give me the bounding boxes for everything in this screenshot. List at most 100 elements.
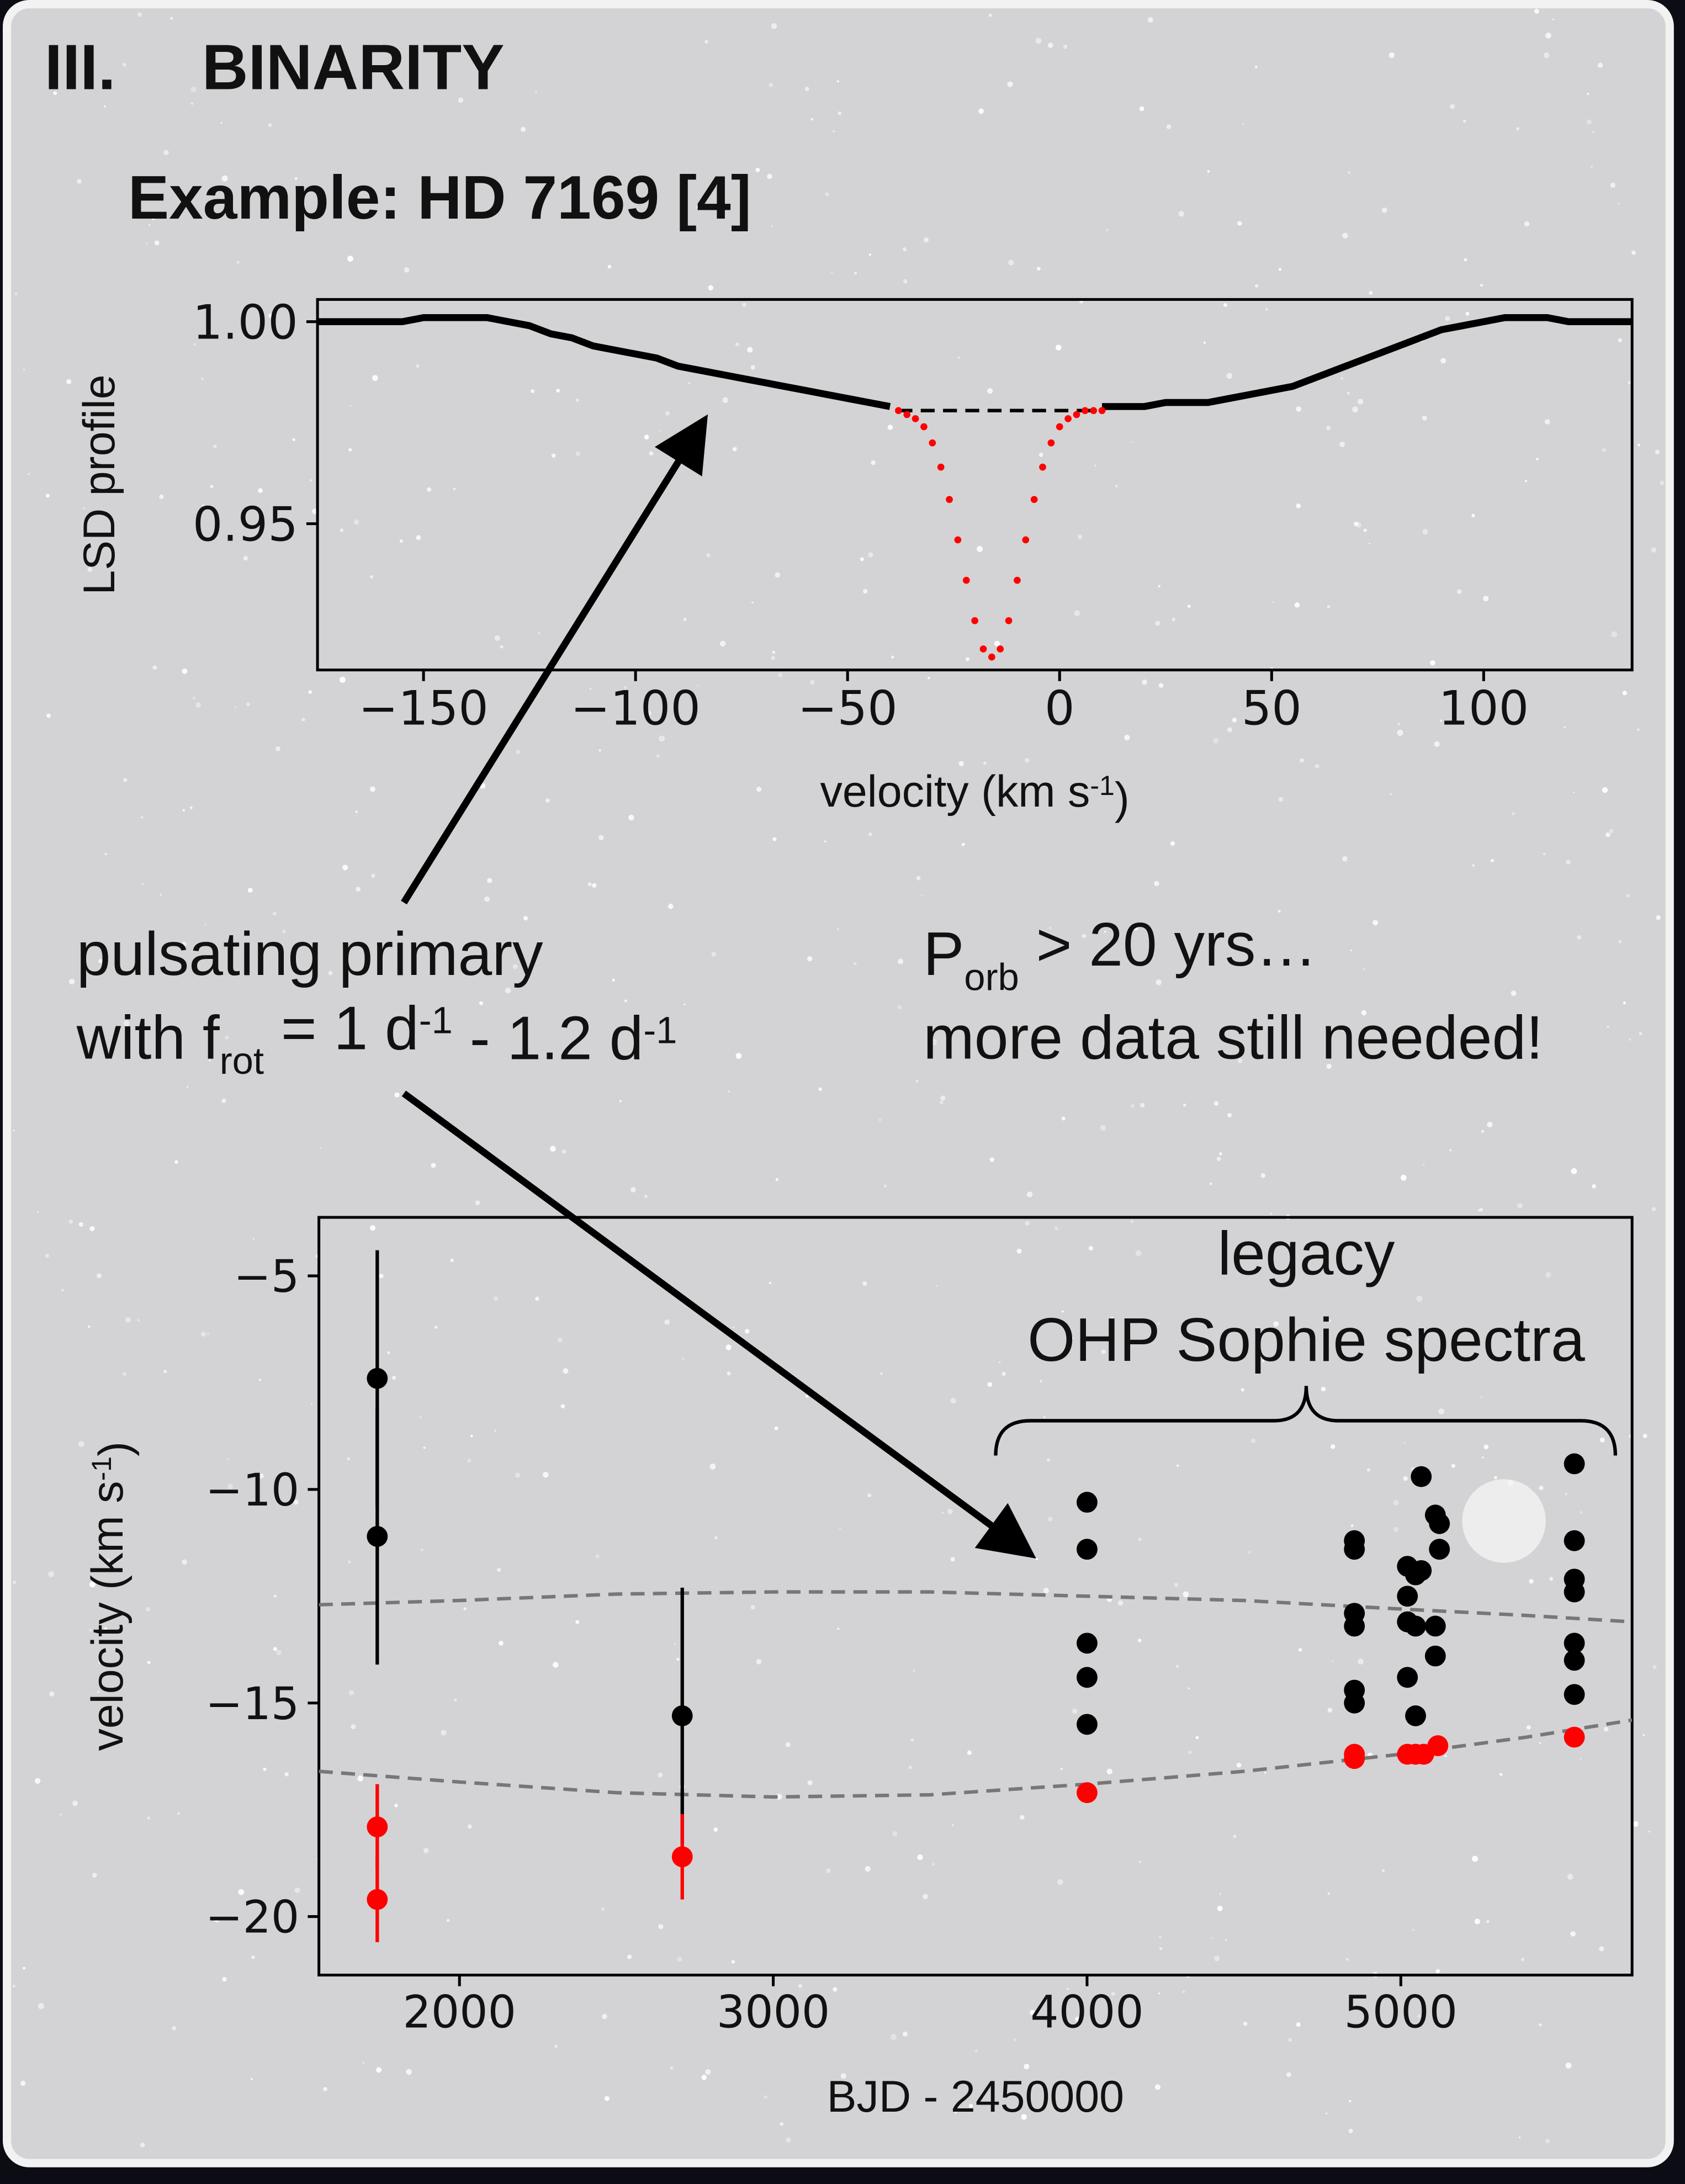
star <box>892 1831 898 1836</box>
star <box>489 2018 492 2022</box>
star <box>1236 1762 1242 1768</box>
star <box>28 473 30 475</box>
star <box>404 267 410 273</box>
text-part: rot <box>220 1040 264 1082</box>
star <box>1435 1969 1440 1974</box>
star <box>236 260 240 264</box>
star <box>201 378 204 380</box>
star <box>340 528 344 532</box>
star <box>1138 1860 1142 1863</box>
data-point <box>1429 1513 1450 1534</box>
star <box>978 108 984 114</box>
star <box>1237 221 1242 226</box>
star <box>1272 601 1274 603</box>
star <box>1602 448 1607 453</box>
star <box>484 896 490 902</box>
star <box>623 686 627 690</box>
star <box>1361 1010 1367 1016</box>
star <box>701 2075 707 2080</box>
star <box>923 1894 928 1900</box>
star <box>78 1441 84 1448</box>
star <box>458 97 464 103</box>
star <box>137 12 142 17</box>
data-point <box>1077 1667 1098 1688</box>
star <box>177 1812 181 1815</box>
star <box>804 87 809 92</box>
star <box>275 746 280 751</box>
star <box>1187 605 1191 608</box>
data-point <box>1077 1492 1098 1513</box>
star <box>709 1464 716 1470</box>
star <box>97 1690 100 1693</box>
star <box>731 1960 735 1964</box>
data-point <box>1077 1539 1098 1560</box>
star <box>273 1647 278 1651</box>
star <box>1440 358 1446 364</box>
star <box>1463 119 1466 123</box>
star <box>1342 856 1348 862</box>
data-point <box>988 653 995 661</box>
star <box>1223 303 1227 307</box>
star <box>719 640 726 647</box>
star <box>602 2013 607 2019</box>
star <box>182 668 188 674</box>
star <box>182 809 186 812</box>
star <box>1483 1444 1489 1450</box>
star <box>192 696 196 700</box>
star <box>299 72 303 76</box>
star <box>897 958 904 964</box>
star <box>1273 1321 1279 1327</box>
star <box>1637 728 1640 731</box>
star <box>379 44 382 46</box>
star <box>427 487 432 492</box>
star <box>955 2111 957 2114</box>
star <box>592 883 597 888</box>
star <box>939 1100 944 1105</box>
star <box>704 40 708 44</box>
star <box>104 853 107 855</box>
star <box>145 242 148 245</box>
text-part: orb <box>964 956 1019 999</box>
star <box>677 1957 682 1962</box>
star <box>1300 758 1304 763</box>
star <box>947 1508 953 1514</box>
star <box>152 665 157 670</box>
star <box>604 179 608 183</box>
star <box>78 1222 83 1227</box>
text-part: = 1 d <box>264 994 419 1063</box>
star <box>494 180 497 184</box>
star <box>204 923 206 926</box>
star <box>1057 1879 1063 1885</box>
star <box>1296 503 1301 508</box>
star <box>1655 449 1660 454</box>
star <box>644 434 649 440</box>
star <box>1069 1336 1073 1340</box>
star <box>988 13 992 17</box>
star <box>1599 1946 1604 1952</box>
star <box>697 685 699 687</box>
star <box>735 342 740 347</box>
star <box>1545 1272 1551 1278</box>
star <box>1117 1600 1124 1606</box>
star <box>932 1863 935 1866</box>
star <box>12 1985 16 1988</box>
star <box>1020 1815 1025 1820</box>
data-point <box>1081 407 1089 415</box>
star <box>97 1273 102 1279</box>
star <box>1047 1517 1053 1522</box>
star <box>1471 513 1475 517</box>
star <box>1565 2062 1572 2069</box>
star <box>1140 1102 1145 1107</box>
star <box>1381 1869 1385 1873</box>
data-point <box>1098 407 1106 415</box>
subtitle: Example: HD 7169 [4] <box>128 163 751 232</box>
star <box>339 676 346 683</box>
star <box>1592 131 1595 134</box>
star <box>908 1766 912 1769</box>
star <box>1480 1396 1482 1398</box>
star <box>1397 722 1400 725</box>
star <box>1298 1648 1302 1652</box>
star <box>561 1149 566 1154</box>
brace <box>994 1386 1618 1456</box>
star <box>98 959 103 963</box>
